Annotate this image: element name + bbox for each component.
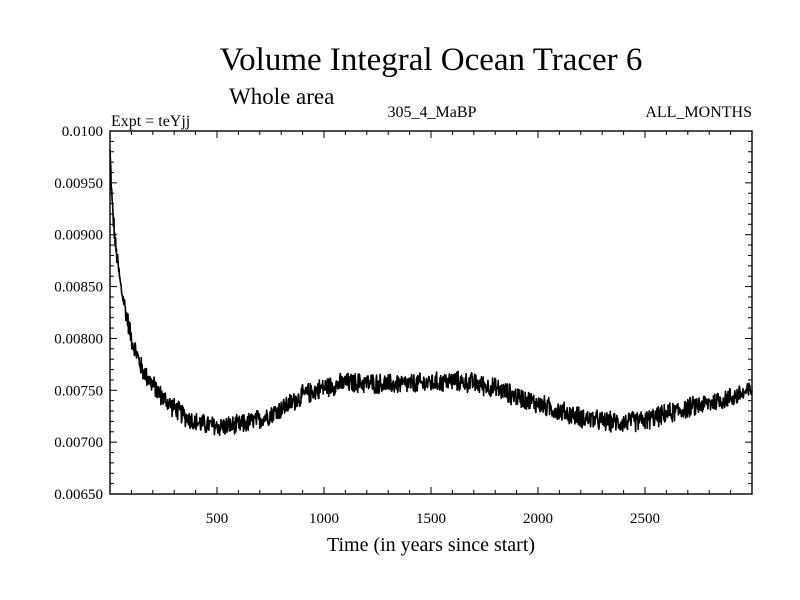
y-tick-label: 0.00650 <box>54 487 103 503</box>
x-tick-label: 1000 <box>309 511 339 527</box>
months-label: ALL_MONTHS <box>645 104 752 121</box>
series-line-tracer-6 <box>109 149 753 437</box>
x-tick-label: 2500 <box>630 511 660 527</box>
y-axis: 0.00650 0.00700 0.00750 0.00800 0.00850 0.009… <box>54 124 752 503</box>
y-tick-label: 0.00800 <box>54 331 103 347</box>
y-tick-label: 0.00850 <box>54 280 103 296</box>
period-label: 305_4_MaBP <box>388 104 477 121</box>
y-tick-label: 0.00700 <box>54 435 103 451</box>
x-axis-label: Time (in years since start) <box>327 534 535 556</box>
chart-subtitle: Whole area <box>229 84 334 109</box>
y-tick-label: 0.0100 <box>62 124 103 140</box>
chart-title: Volume Integral Ocean Tracer 6 <box>220 42 643 78</box>
x-tick-label: 500 <box>206 511 229 527</box>
x-axis: 500 1000 1500 2000 2500 <box>130 131 732 527</box>
plot-frame <box>109 130 753 495</box>
y-tick-label: 0.00950 <box>54 176 103 192</box>
x-tick-label: 1500 <box>416 511 446 527</box>
y-tick-label: 0.00900 <box>54 228 103 244</box>
experiment-label: Expt = teYjj <box>111 113 190 130</box>
x-tick-label: 2000 <box>523 511 553 527</box>
y-tick-label: 0.00750 <box>54 383 103 399</box>
